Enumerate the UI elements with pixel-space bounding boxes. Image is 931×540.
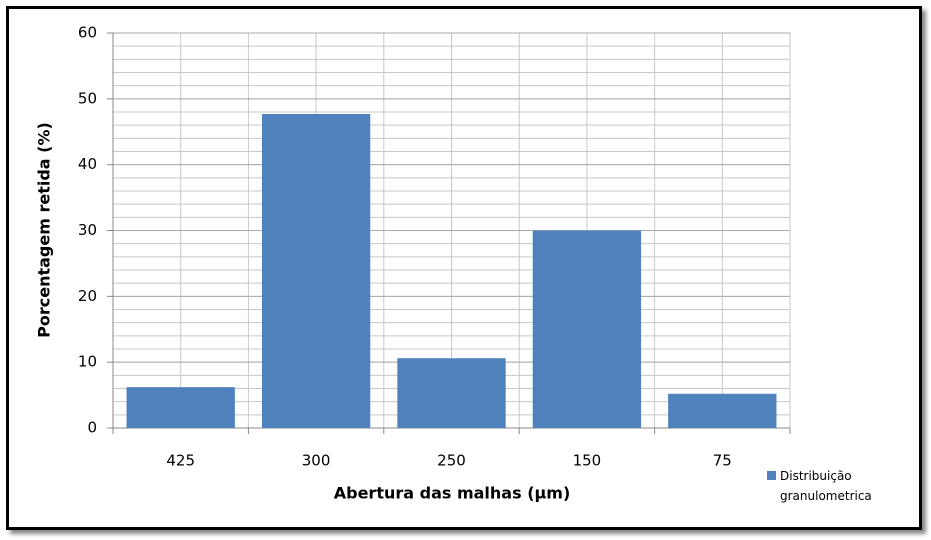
bar — [126, 387, 235, 428]
x-tick-label: 250 — [437, 452, 466, 470]
legend-swatch — [767, 471, 776, 480]
y-tick-label: 10 — [78, 353, 97, 371]
y-tick-label: 60 — [78, 24, 97, 42]
legend: Distribuição granulometrica — [767, 466, 917, 506]
chart-frame — [6, 6, 922, 530]
bar — [668, 393, 777, 428]
y-tick-label: 0 — [87, 419, 97, 437]
y-tick-label: 40 — [78, 155, 97, 173]
bar — [397, 358, 506, 428]
y-tick-label: 20 — [78, 287, 97, 305]
x-tick-label: 425 — [166, 452, 195, 470]
x-tick-label: 300 — [302, 452, 331, 470]
bar — [261, 113, 371, 428]
y-tick-label: 30 — [78, 221, 97, 239]
x-axis-label: Abertura das malhas (µm) — [334, 484, 571, 503]
y-tick-label: 50 — [78, 89, 97, 107]
x-tick-label: 75 — [713, 452, 732, 470]
y-axis-label: Porcentagem retida (%) — [35, 122, 54, 338]
x-tick-label: 150 — [573, 452, 602, 470]
legend-label: Distribuição granulometrica — [780, 469, 872, 503]
bar — [532, 230, 642, 428]
